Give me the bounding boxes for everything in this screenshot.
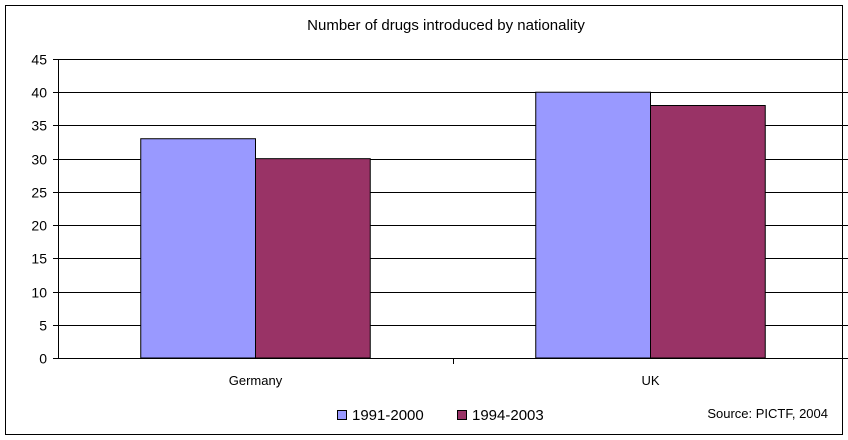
- bars-layer: [140, 91, 766, 359]
- chart-title: Number of drugs introduced by nationalit…: [307, 17, 585, 34]
- source-note: Source: PICTF, 2004: [707, 406, 828, 421]
- y-tick-label: 15: [31, 251, 47, 267]
- y-tick-label: 0: [39, 351, 47, 367]
- bar-germany-1991-2000: [140, 138, 256, 359]
- legend-label: 1994-2003: [472, 407, 544, 424]
- y-tick-label: 10: [31, 285, 47, 301]
- legend-label: 1991-2000: [352, 407, 424, 424]
- y-tick-label: 40: [31, 85, 47, 101]
- legend: 1991-2000 1994-2003: [337, 407, 544, 424]
- legend-swatch: [337, 410, 347, 420]
- y-tick-label: 45: [31, 52, 47, 68]
- bar-uk-1994-2003: [650, 105, 766, 359]
- axes-layer: 0 5 10 15 20 25 30 35 40 45 Germany UK: [31, 52, 848, 388]
- y-tick-label: 5: [39, 318, 47, 334]
- bar-uk-1991-2000: [535, 91, 651, 359]
- x-tick-label: UK: [641, 373, 659, 388]
- y-tick-label: 30: [31, 152, 47, 168]
- x-tick-label: Germany: [229, 373, 283, 388]
- y-tick-label: 20: [31, 218, 47, 234]
- y-tick-label: 35: [31, 118, 47, 134]
- y-tick-label: 25: [31, 185, 47, 201]
- legend-swatch: [457, 410, 467, 420]
- bar-germany-1994-2003: [255, 158, 371, 359]
